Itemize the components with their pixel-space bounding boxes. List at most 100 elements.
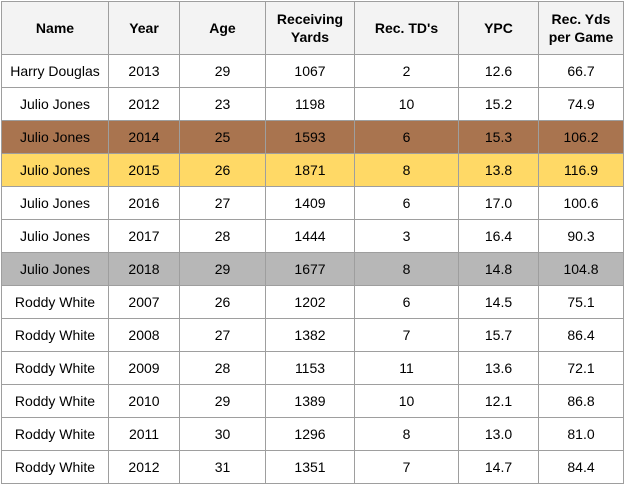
cell-ypc: 15.7 (458, 318, 539, 352)
cell-ypc: 14.7 (458, 450, 539, 484)
cell-rec-tds: 6 (354, 120, 459, 154)
cell-rec-tds: 11 (354, 351, 459, 385)
cell-name: Roddy White (1, 318, 109, 352)
cell-year: 2011 (108, 417, 180, 451)
cell-rec-tds: 6 (354, 186, 459, 220)
cell-rec-tds: 2 (354, 54, 459, 88)
cell-receiving-yards: 1067 (265, 54, 355, 88)
cell-ypc: 13.6 (458, 351, 539, 385)
cell-year: 2009 (108, 351, 180, 385)
cell-age: 31 (179, 450, 266, 484)
cell-rec-tds: 6 (354, 285, 459, 319)
column-header-age: Age (179, 1, 266, 55)
cell-rec-tds: 10 (354, 384, 459, 418)
cell-year: 2010 (108, 384, 180, 418)
cell-age: 27 (179, 186, 266, 220)
column-header-rec-yds-per-game: Rec. Yds per Game (538, 1, 624, 55)
cell-receiving-yards: 1677 (265, 252, 355, 286)
cell-name: Harry Douglas (1, 54, 109, 88)
table-row: Roddy White 2009 28 1153 11 13.6 72.1 (1, 351, 624, 385)
cell-name: Roddy White (1, 417, 109, 451)
cell-rec-yds-per-game: 75.1 (538, 285, 624, 319)
table-row: Julio Jones 2016 27 1409 6 17.0 100.6 (1, 186, 624, 220)
cell-year: 2017 (108, 219, 180, 253)
cell-year: 2007 (108, 285, 180, 319)
column-header-name: Name (1, 1, 109, 55)
cell-name: Roddy White (1, 384, 109, 418)
cell-ypc: 13.0 (458, 417, 539, 451)
cell-rec-yds-per-game: 74.9 (538, 87, 624, 121)
cell-name: Roddy White (1, 351, 109, 385)
cell-rec-tds: 8 (354, 153, 459, 187)
cell-rec-yds-per-game: 84.4 (538, 450, 624, 484)
column-header-year: Year (108, 1, 180, 55)
cell-name: Julio Jones (1, 153, 109, 187)
table-body: Harry Douglas 2013 29 1067 2 12.6 66.7 J… (1, 54, 624, 484)
cell-name: Julio Jones (1, 219, 109, 253)
cell-name: Julio Jones (1, 186, 109, 220)
table-row: Roddy White 2008 27 1382 7 15.7 86.4 (1, 318, 624, 352)
table-row: Roddy White 2007 26 1202 6 14.5 75.1 (1, 285, 624, 319)
cell-year: 2014 (108, 120, 180, 154)
cell-receiving-yards: 1351 (265, 450, 355, 484)
cell-name: Julio Jones (1, 87, 109, 121)
cell-age: 26 (179, 153, 266, 187)
cell-rec-yds-per-game: 100.6 (538, 186, 624, 220)
cell-rec-yds-per-game: 90.3 (538, 219, 624, 253)
cell-rec-tds: 3 (354, 219, 459, 253)
table-row: Julio Jones 2015 26 1871 8 13.8 116.9 (1, 153, 624, 187)
cell-age: 27 (179, 318, 266, 352)
cell-receiving-yards: 1153 (265, 351, 355, 385)
cell-name: Julio Jones (1, 252, 109, 286)
cell-rec-tds: 8 (354, 417, 459, 451)
cell-age: 29 (179, 252, 266, 286)
table-row: Roddy White 2010 29 1389 10 12.1 86.8 (1, 384, 624, 418)
cell-receiving-yards: 1444 (265, 219, 355, 253)
cell-ypc: 12.6 (458, 54, 539, 88)
cell-year: 2018 (108, 252, 180, 286)
cell-age: 28 (179, 219, 266, 253)
cell-age: 25 (179, 120, 266, 154)
cell-name: Roddy White (1, 450, 109, 484)
cell-ypc: 15.3 (458, 120, 539, 154)
cell-age: 23 (179, 87, 266, 121)
table-row: Roddy White 2012 31 1351 7 14.7 84.4 (1, 450, 624, 484)
cell-age: 30 (179, 417, 266, 451)
cell-year: 2008 (108, 318, 180, 352)
cell-ypc: 12.1 (458, 384, 539, 418)
table-row: Julio Jones 2014 25 1593 6 15.3 106.2 (1, 120, 624, 154)
cell-receiving-yards: 1296 (265, 417, 355, 451)
cell-receiving-yards: 1202 (265, 285, 355, 319)
cell-receiving-yards: 1382 (265, 318, 355, 352)
cell-rec-yds-per-game: 72.1 (538, 351, 624, 385)
table-row: Harry Douglas 2013 29 1067 2 12.6 66.7 (1, 54, 624, 88)
cell-rec-yds-per-game: 81.0 (538, 417, 624, 451)
cell-rec-tds: 7 (354, 318, 459, 352)
cell-age: 28 (179, 351, 266, 385)
cell-name: Roddy White (1, 285, 109, 319)
cell-rec-yds-per-game: 86.4 (538, 318, 624, 352)
table-row: Julio Jones 2012 23 1198 10 15.2 74.9 (1, 87, 624, 121)
cell-year: 2013 (108, 54, 180, 88)
cell-receiving-yards: 1871 (265, 153, 355, 187)
cell-name: Julio Jones (1, 120, 109, 154)
cell-receiving-yards: 1593 (265, 120, 355, 154)
column-header-ypc: YPC (458, 1, 539, 55)
cell-ypc: 13.8 (458, 153, 539, 187)
cell-receiving-yards: 1198 (265, 87, 355, 121)
stats-table-container: Name Year Age Receiving Yards Rec. TD's … (1, 1, 624, 484)
cell-rec-tds: 7 (354, 450, 459, 484)
cell-ypc: 17.0 (458, 186, 539, 220)
cell-rec-yds-per-game: 104.8 (538, 252, 624, 286)
column-header-receiving-yards: Receiving Yards (265, 1, 355, 55)
cell-year: 2012 (108, 87, 180, 121)
cell-receiving-yards: 1389 (265, 384, 355, 418)
header-row: Name Year Age Receiving Yards Rec. TD's … (1, 1, 624, 55)
cell-rec-tds: 8 (354, 252, 459, 286)
cell-receiving-yards: 1409 (265, 186, 355, 220)
cell-year: 2016 (108, 186, 180, 220)
table-row: Julio Jones 2018 29 1677 8 14.8 104.8 (1, 252, 624, 286)
column-header-rec-tds: Rec. TD's (354, 1, 459, 55)
receiving-stats-table: Name Year Age Receiving Yards Rec. TD's … (1, 1, 624, 484)
cell-age: 26 (179, 285, 266, 319)
